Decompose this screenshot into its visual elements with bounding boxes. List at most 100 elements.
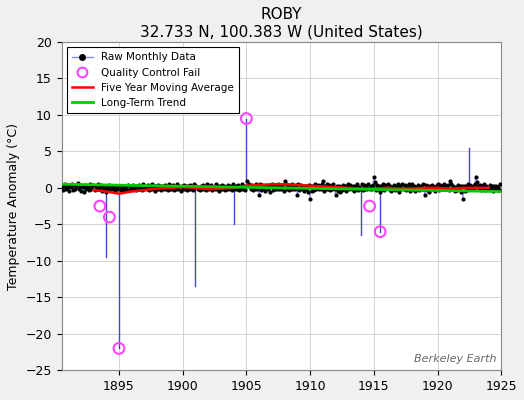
Point (223, 186, 232, 192)
Point (176, 183, 184, 190)
Point (152, 182, 160, 189)
Point (403, 186, 412, 192)
Point (80, 188, 88, 195)
Point (490, 186, 499, 192)
Point (132, 187, 140, 193)
Point (329, 181, 337, 188)
Point (211, 181, 220, 188)
Point (464, 181, 473, 188)
Point (96, 203, 104, 209)
Point (241, 187, 249, 193)
Point (174, 186, 182, 192)
Point (323, 181, 331, 188)
Point (377, 183, 386, 190)
Point (475, 186, 483, 192)
Point (369, 174, 378, 180)
Point (303, 183, 311, 190)
Point (128, 182, 137, 188)
Point (94, 186, 103, 192)
Point (306, 196, 314, 202)
Point (278, 183, 287, 190)
Point (62, 186, 70, 192)
Point (202, 187, 210, 193)
Point (64, 183, 72, 190)
Point (184, 183, 192, 190)
Point (419, 181, 427, 188)
Point (340, 186, 348, 192)
Point (484, 186, 493, 192)
Point (341, 183, 350, 190)
Point (373, 182, 381, 188)
Point (162, 184, 171, 190)
Point (147, 186, 155, 192)
Point (412, 184, 420, 190)
Point (450, 188, 458, 194)
Point (58, 182, 66, 189)
Title: ROBY
32.733 N, 100.383 W (United States): ROBY 32.733 N, 100.383 W (United States) (140, 7, 423, 39)
Point (55, 186, 63, 192)
Point (155, 186, 163, 192)
Point (312, 186, 321, 192)
Point (385, 186, 393, 192)
Point (153, 186, 161, 192)
Point (180, 182, 188, 188)
Point (74, 186, 83, 192)
Point (283, 182, 292, 188)
Point (370, 179, 379, 185)
Point (324, 186, 332, 192)
Point (245, 183, 254, 190)
Point (362, 182, 370, 189)
Point (221, 187, 230, 193)
Point (232, 182, 240, 189)
Point (410, 182, 418, 189)
Point (386, 182, 394, 189)
Point (489, 183, 498, 190)
Point (297, 182, 305, 188)
Point (273, 186, 281, 192)
Point (379, 181, 388, 188)
Point (130, 182, 139, 189)
Point (193, 186, 202, 192)
Point (115, 345, 123, 352)
Point (212, 186, 221, 192)
Point (208, 187, 216, 193)
Point (449, 182, 457, 189)
Point (310, 187, 319, 193)
Point (158, 183, 167, 190)
Point (397, 186, 406, 192)
Point (100, 186, 108, 192)
Point (256, 181, 265, 188)
Point (239, 186, 247, 192)
Point (407, 182, 415, 189)
Point (338, 187, 346, 193)
Point (244, 181, 253, 188)
Point (70, 182, 79, 188)
Point (151, 188, 159, 194)
Point (135, 182, 143, 188)
Point (494, 184, 502, 190)
Point (52, 181, 60, 188)
Point (359, 187, 367, 193)
Point (294, 181, 302, 188)
Point (376, 228, 385, 235)
Point (139, 181, 148, 188)
Point (210, 186, 219, 192)
Point (444, 182, 452, 188)
Point (105, 182, 114, 188)
Point (270, 182, 278, 188)
Point (260, 184, 269, 190)
Point (394, 181, 402, 188)
Point (68, 181, 77, 188)
Point (448, 186, 456, 192)
Point (218, 182, 226, 188)
Point (314, 186, 323, 192)
Point (108, 186, 117, 192)
Point (326, 187, 334, 193)
Point (486, 186, 495, 192)
Point (67, 184, 75, 190)
Point (171, 184, 179, 190)
Point (201, 184, 209, 190)
Point (255, 192, 264, 198)
Point (141, 182, 150, 189)
Point (439, 186, 447, 192)
